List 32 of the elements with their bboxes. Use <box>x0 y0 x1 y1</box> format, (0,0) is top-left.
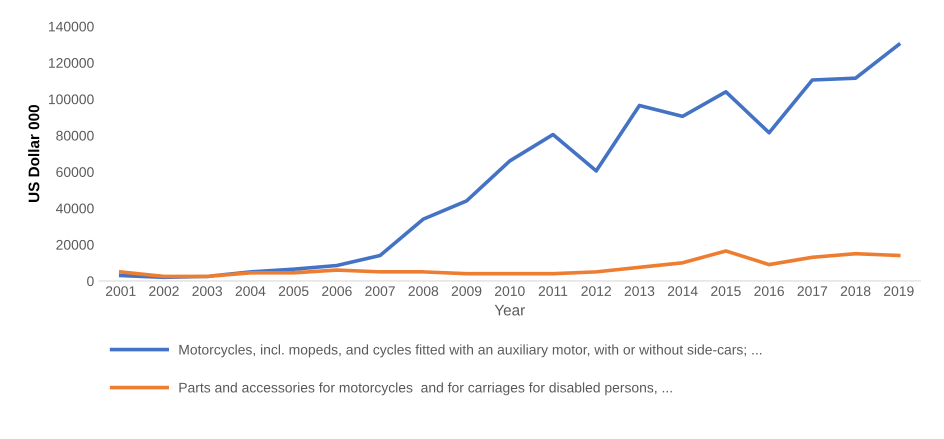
x-tick-label: 2001 <box>106 286 136 296</box>
y-tick-label: 20000 <box>56 240 94 250</box>
x-tick-label: 2006 <box>322 286 352 296</box>
y-tick-label: 80000 <box>56 130 94 141</box>
x-tick-label: 2004 <box>236 286 266 296</box>
x-tick-label: 2018 <box>840 286 870 296</box>
x-tick-label: 2012 <box>581 286 611 296</box>
legend-label: Parts and accessories for motorcycles and for carriages for disabled persons, ... <box>179 382 672 396</box>
x-tick-label: 2015 <box>711 286 741 296</box>
x-tick-label: 2003 <box>192 286 222 296</box>
x-tick-label: 2011 <box>538 286 568 296</box>
x-tick-label: 2010 <box>495 286 525 296</box>
x-axis-title: Year <box>494 304 525 316</box>
y-tick-label: 60000 <box>56 167 94 178</box>
y-tick-label: 40000 <box>56 204 94 214</box>
legend-label: Motorcycles, incl. mopeds, and cycles fitted with an auxiliary motor, with or without side-cars; ... <box>179 344 762 358</box>
y-tick-label: 120000 <box>48 58 94 68</box>
x-tick-label: 2002 <box>149 286 179 296</box>
x-tick-label: 2008 <box>408 286 438 296</box>
x-tick-label: 2017 <box>798 286 828 296</box>
x-tick-label: 2005 <box>278 286 308 296</box>
y-tick-label: 140000 <box>48 22 94 32</box>
x-tick-label: 2007 <box>365 286 395 296</box>
line-series <box>118 249 901 278</box>
y-axis-title: US Dollar 000 <box>28 105 40 202</box>
y-tick-label: 0 <box>87 276 94 286</box>
x-tick-label: 2014 <box>668 286 698 296</box>
x-tick-label: 2013 <box>624 286 654 296</box>
x-tick-label: 2009 <box>452 286 482 296</box>
y-tick-label: 100000 <box>48 94 94 104</box>
x-tick-label: 2019 <box>884 286 914 296</box>
x-tick-label: 2016 <box>754 286 784 296</box>
